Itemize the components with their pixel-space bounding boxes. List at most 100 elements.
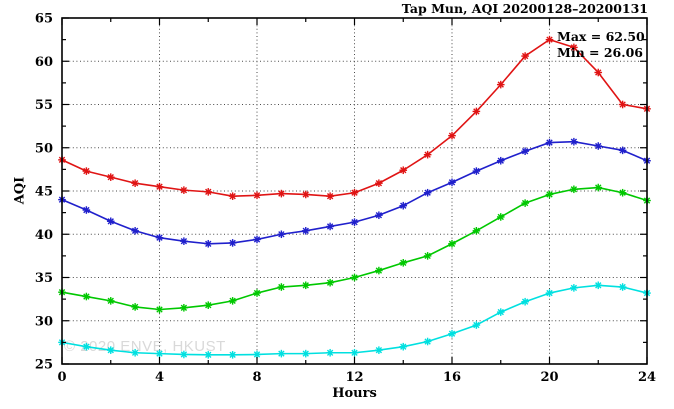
series-red-marker [302, 191, 309, 198]
series-green-marker [448, 240, 456, 247]
series-blue-marker [595, 142, 602, 150]
series-red-marker [156, 183, 163, 190]
series-red-marker [229, 193, 236, 200]
series-green-marker [619, 189, 626, 196]
x-tick-label: 8 [252, 370, 261, 385]
series-cyan-marker [595, 282, 602, 289]
series-cyan-marker [205, 351, 212, 359]
series-blue-marker [205, 240, 212, 247]
series-cyan-marker [180, 351, 188, 358]
series-cyan-marker [570, 284, 578, 292]
series-blue-marker [156, 234, 163, 241]
series-cyan-marker [448, 330, 456, 337]
series-cyan-marker [424, 338, 431, 345]
series-green-marker [546, 191, 553, 198]
series-cyan-marker [302, 350, 309, 357]
series-blue-marker [302, 227, 309, 234]
series-cyan-marker [326, 349, 334, 356]
series-green-marker [107, 297, 114, 305]
series-cyan-marker [351, 349, 358, 356]
series-cyan-marker [375, 346, 383, 354]
series-cyan-marker [229, 351, 236, 359]
y-tick-label: 55 [35, 98, 53, 113]
series-blue-marker [83, 206, 90, 214]
series-red-marker [448, 132, 456, 139]
series-green-marker [424, 252, 431, 260]
series-red-marker [326, 193, 334, 200]
series-red-marker [546, 36, 553, 43]
series-cyan-marker [253, 351, 261, 358]
max-value-label: Max = 62.50 [557, 29, 645, 44]
series-green-marker [497, 213, 504, 221]
series-red-marker [595, 69, 602, 76]
series-green-marker [326, 279, 334, 286]
series-blue-marker [473, 167, 480, 175]
series-red-marker [278, 190, 285, 197]
y-tick-label: 45 [35, 185, 53, 200]
x-tick-label: 24 [638, 370, 656, 385]
series-green-marker [253, 289, 261, 297]
series-red-line [61, 38, 648, 197]
series-red-marker [521, 52, 529, 60]
y-tick-label: 60 [35, 55, 53, 70]
series-cyan-marker [619, 283, 626, 291]
series-green-marker [180, 304, 188, 311]
series-red-marker [107, 173, 114, 181]
series-green-marker [156, 306, 163, 313]
series-cyan-marker [521, 298, 529, 305]
series-red-marker [619, 101, 626, 108]
series-green-marker [375, 267, 383, 274]
series-green-marker [473, 227, 480, 234]
series-blue-marker [278, 231, 285, 238]
series-blue-marker [351, 218, 358, 226]
series-green-marker [570, 186, 578, 193]
series-blue-marker [253, 236, 261, 243]
series-red-marker [473, 108, 480, 115]
y-tick-label: 25 [35, 358, 53, 373]
series-blue-marker [180, 237, 188, 245]
x-axis-label: Hours [332, 386, 377, 401]
series-red-marker [253, 192, 261, 199]
series-cyan-marker [131, 349, 139, 356]
maxmin-annotation: Max = 62.50 Min = 26.06 [557, 29, 645, 61]
series-red-marker [180, 186, 188, 194]
y-tick-label: 30 [35, 314, 53, 329]
series-green-marker [278, 283, 285, 291]
y-tick-label: 50 [35, 141, 53, 156]
series-green-marker [351, 274, 358, 281]
y-tick-label: 40 [35, 228, 53, 243]
series-green-marker [83, 293, 90, 300]
y-axis-label: AQI [12, 176, 28, 205]
series-blue-marker [521, 148, 529, 155]
y-tick-label: 35 [35, 271, 53, 286]
series-red-marker [351, 189, 358, 196]
series-cyan-marker [107, 346, 114, 354]
series-cyan-marker [278, 350, 285, 357]
x-tick-label: 16 [443, 370, 461, 385]
series-cyan-marker [473, 321, 480, 329]
series-blue-marker [375, 212, 383, 219]
series-green-marker [302, 282, 309, 289]
series-blue-marker [570, 138, 578, 145]
series-red-marker [400, 167, 407, 174]
series-green-marker [400, 259, 407, 266]
series-blue-marker [619, 147, 626, 154]
series-red-marker [375, 180, 383, 187]
series-red-marker [83, 167, 90, 175]
x-tick-label: 12 [345, 370, 363, 385]
watermark: © 2020 ENVE, HKUST [64, 338, 226, 355]
series-red-marker [131, 180, 139, 187]
series-blue-marker [131, 227, 139, 234]
series-blue-marker [497, 157, 504, 164]
series-red-marker [570, 44, 578, 51]
series-red-marker [205, 188, 212, 196]
series-blue-marker [448, 179, 456, 186]
series-blue-marker [400, 202, 407, 209]
x-tick-label: 20 [540, 370, 558, 385]
series-cyan-marker [497, 308, 504, 316]
series-blue-marker [424, 189, 431, 196]
series-cyan-marker [546, 289, 553, 297]
series-green-marker [205, 301, 212, 309]
